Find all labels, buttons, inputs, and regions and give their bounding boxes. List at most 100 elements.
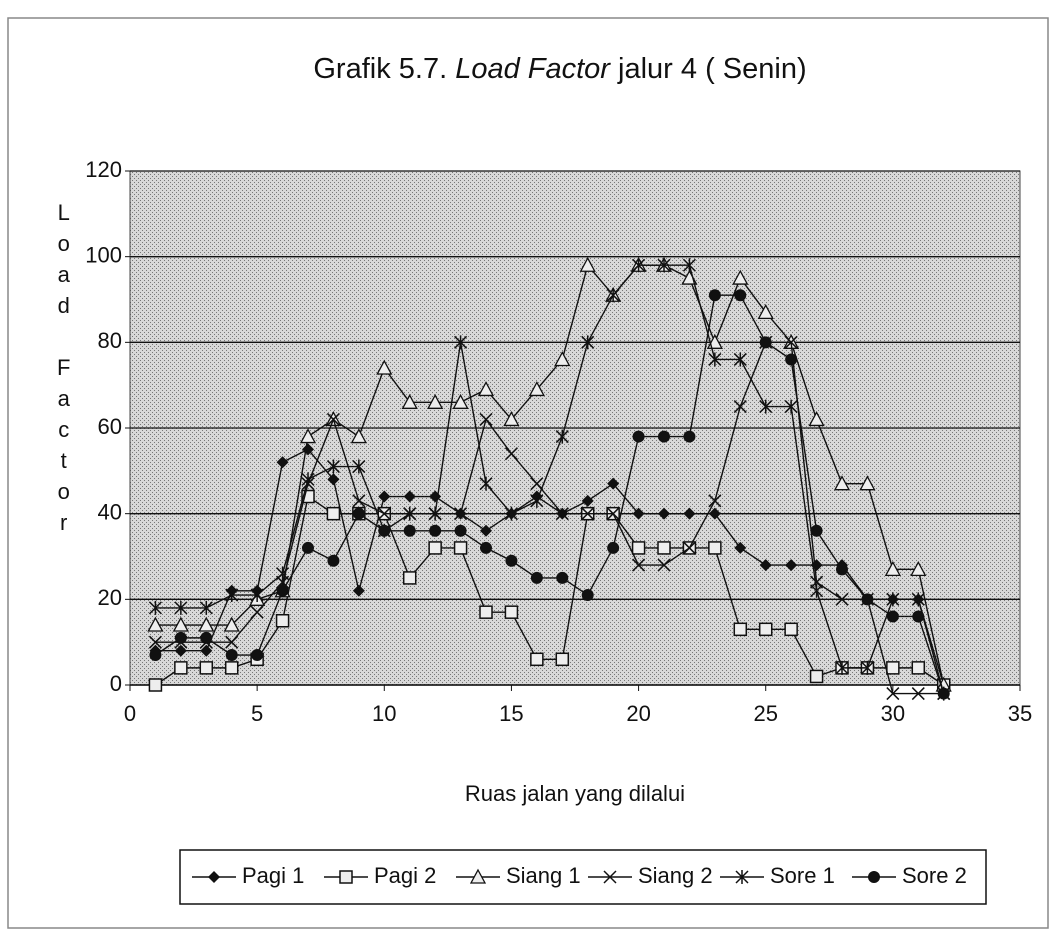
marker-shape <box>147 616 164 632</box>
marker <box>759 336 772 349</box>
marker <box>911 687 925 701</box>
marker-shape <box>149 649 162 662</box>
marker <box>732 269 749 285</box>
marker-shape <box>911 661 926 675</box>
marker-shape <box>174 631 187 644</box>
marker-shape <box>276 566 290 581</box>
marker <box>299 428 317 444</box>
marker <box>377 507 391 521</box>
marker <box>556 571 569 584</box>
marker <box>469 868 487 884</box>
marker-shape <box>607 477 620 490</box>
marker-shape <box>657 258 671 273</box>
marker <box>606 507 620 521</box>
y-tick-label: 100 <box>85 242 122 267</box>
marker-shape <box>174 600 188 615</box>
marker <box>937 687 950 700</box>
marker <box>326 459 340 474</box>
marker <box>868 871 880 883</box>
marker <box>339 870 353 884</box>
marker <box>808 411 825 427</box>
marker <box>479 476 493 491</box>
marker-shape <box>530 652 544 667</box>
marker <box>784 335 798 349</box>
title-part: jalur 4 ( Senin) <box>610 53 807 85</box>
marker-shape <box>403 490 416 503</box>
series-line <box>155 264 945 694</box>
y-tick-label: 0 <box>110 671 122 696</box>
marker <box>810 583 824 598</box>
marker-shape <box>868 871 880 883</box>
marker-shape <box>632 258 646 273</box>
marker <box>403 506 417 521</box>
marker <box>734 289 747 302</box>
marker <box>581 335 595 350</box>
marker <box>784 399 798 414</box>
marker-shape <box>401 393 418 409</box>
marker <box>859 475 876 491</box>
marker-shape <box>884 560 901 576</box>
x-tick-label: 20 <box>626 701 650 726</box>
marker <box>174 661 188 675</box>
marker-shape <box>734 541 747 554</box>
marker-shape <box>835 660 849 675</box>
marker <box>454 335 468 350</box>
marker <box>225 635 239 649</box>
marker <box>480 541 492 554</box>
marker-shape <box>504 447 518 461</box>
marker <box>658 507 670 520</box>
marker-shape <box>200 631 213 644</box>
chart-title: Grafik 5.7. Load Factor jalur 4 ( Senin) <box>313 53 806 85</box>
marker <box>581 494 594 507</box>
marker <box>302 541 314 554</box>
y-tick-label: 80 <box>98 328 122 353</box>
marker-shape <box>530 477 544 491</box>
marker-shape <box>148 635 162 649</box>
marker-shape <box>339 870 353 884</box>
marker-shape <box>479 605 493 619</box>
marker-shape <box>327 473 340 486</box>
marker-shape <box>480 524 492 537</box>
marker <box>530 652 544 667</box>
marker <box>378 490 391 503</box>
marker <box>480 524 492 537</box>
marker <box>530 571 543 584</box>
marker <box>276 456 289 469</box>
marker-shape <box>581 507 595 521</box>
marker-shape <box>174 644 187 657</box>
marker <box>403 490 416 503</box>
legend-label: Siang 2 <box>638 863 713 888</box>
marker-shape <box>223 616 240 632</box>
marker-shape <box>735 870 749 884</box>
marker-shape <box>785 559 798 572</box>
marker <box>910 560 927 576</box>
marker-shape <box>327 554 340 567</box>
marker-shape <box>352 584 365 597</box>
marker <box>631 541 646 555</box>
title-part: Load Factor <box>455 53 611 85</box>
marker <box>833 475 851 491</box>
marker <box>505 554 518 567</box>
marker-shape <box>683 507 696 520</box>
marker <box>327 473 340 486</box>
marker-shape <box>427 393 444 409</box>
marker <box>733 622 748 637</box>
marker <box>886 592 900 607</box>
marker-shape <box>200 644 213 657</box>
marker <box>682 541 696 555</box>
y-axis-label: Load Factor <box>51 200 76 541</box>
marker-shape <box>911 592 925 607</box>
marker <box>225 649 238 662</box>
marker-shape <box>251 649 264 662</box>
marker-shape <box>480 541 492 554</box>
marker-shape <box>208 871 220 883</box>
marker-shape <box>199 600 213 615</box>
marker <box>225 588 239 603</box>
marker-shape <box>579 256 596 272</box>
marker-shape <box>530 493 544 508</box>
marker <box>224 661 239 675</box>
marker-shape <box>708 352 722 367</box>
marker-shape <box>378 524 391 537</box>
marker <box>555 429 569 444</box>
